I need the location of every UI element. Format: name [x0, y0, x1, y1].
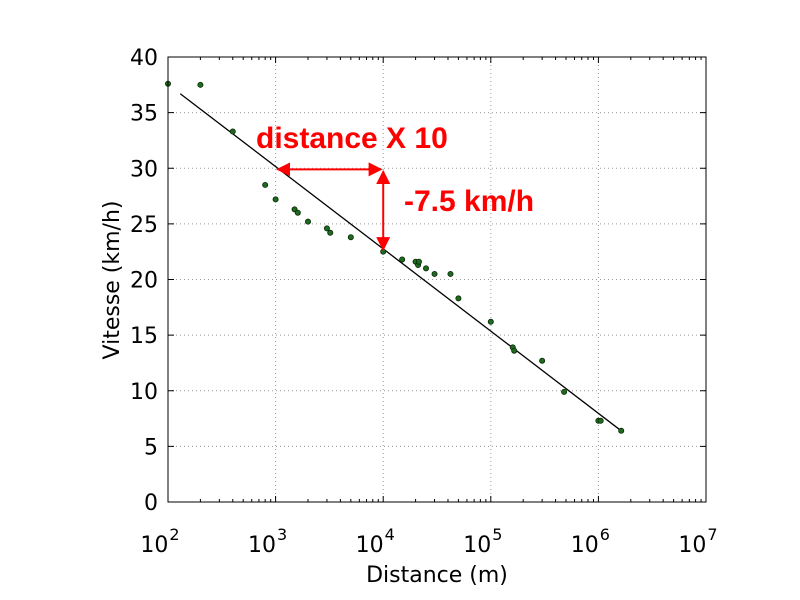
- x-tick-exponent: 7: [707, 525, 717, 544]
- data-point: [229, 128, 236, 135]
- x-tick-label: 106: [571, 525, 610, 558]
- x-tick-exponent: 2: [169, 525, 179, 544]
- x-tick-exponent: 6: [600, 525, 610, 544]
- x-tick-label: 103: [248, 525, 287, 558]
- annotation-speed-drop: -7.5 km/h: [404, 185, 534, 218]
- data-point: [415, 258, 422, 265]
- y-tick-label: 20: [130, 269, 158, 294]
- x-tick-label: 102: [140, 525, 179, 558]
- x-tick-exponent: 3: [277, 525, 287, 544]
- data-point: [399, 256, 406, 263]
- data-point: [447, 270, 454, 277]
- data-point: [423, 265, 430, 272]
- data-point: [487, 318, 494, 325]
- fit-line: [179, 93, 622, 432]
- y-axis-label: Vitesse (km/h): [100, 201, 125, 360]
- data-point: [431, 270, 438, 277]
- y-tick-label: 40: [130, 46, 158, 71]
- data-point: [347, 234, 354, 241]
- y-tick-label: 0: [144, 491, 158, 516]
- data-point: [327, 229, 334, 236]
- y-tick-label: 5: [144, 435, 158, 460]
- annotation-distance-x10: distance X 10: [256, 122, 448, 155]
- annotations: distance X 10 -7.5 km/h: [256, 122, 534, 252]
- data-point: [561, 388, 568, 395]
- data-point: [262, 181, 269, 188]
- fit-line-group: [179, 93, 622, 432]
- data-points: [164, 80, 625, 434]
- y-tick-label: 15: [130, 324, 158, 349]
- y-tick-label: 30: [130, 157, 158, 182]
- data-point: [197, 81, 204, 88]
- data-point: [294, 209, 301, 216]
- data-point: [272, 196, 279, 203]
- data-point: [304, 218, 311, 225]
- x-axis-label: Distance (m): [366, 563, 508, 588]
- data-point: [597, 417, 604, 424]
- data-point: [455, 295, 462, 302]
- plot-frame: [167, 56, 707, 503]
- data-point: [618, 427, 625, 434]
- x-tick-label: 105: [463, 525, 502, 558]
- data-point: [380, 248, 387, 255]
- y-tick-label: 10: [130, 380, 158, 405]
- data-point: [511, 347, 518, 354]
- data-point: [323, 225, 330, 232]
- y-tick-label: 35: [130, 102, 158, 127]
- y-tick-label: 25: [130, 213, 158, 238]
- x-tick-exponent: 4: [385, 525, 395, 544]
- y-tick-labels: 0 5 10 15 20 25 30 35 40: [130, 46, 158, 516]
- data-point: [539, 357, 546, 364]
- x-tick-labels: 102 103 104 105 106 107: [140, 525, 717, 558]
- x-tick-exponent: 5: [492, 525, 502, 544]
- x-tick-label: 104: [356, 525, 395, 558]
- x-tick-label: 107: [678, 525, 717, 558]
